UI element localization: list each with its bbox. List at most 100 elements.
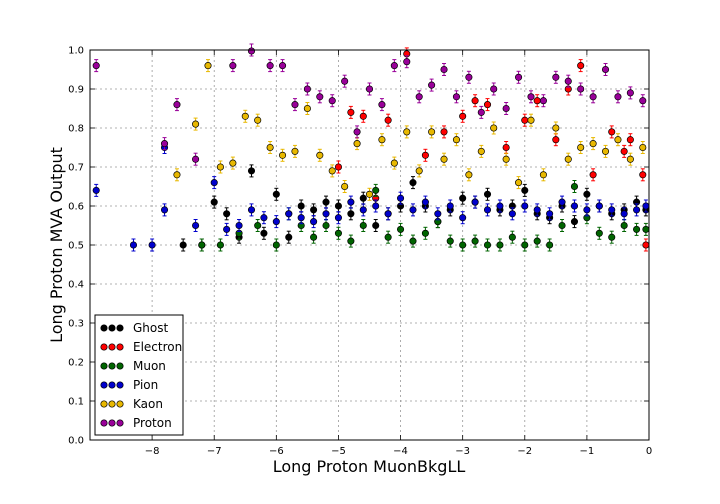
legend-marker [116,381,124,389]
data-point [92,62,100,70]
data-point [608,128,616,136]
legend-marker [116,343,124,351]
data-point [322,221,330,230]
data-point [92,186,100,194]
data-point [328,167,336,175]
data-point [310,218,318,226]
data-point [421,151,429,159]
y-tick-label: 0.9 [68,85,84,96]
data-point [347,198,355,206]
data-point [564,155,572,163]
data-point [459,194,467,202]
data-points [92,43,650,252]
data-point [285,233,293,241]
data-point [254,221,262,230]
data-point [372,221,380,230]
data-point [266,143,274,152]
legend-marker [100,343,108,351]
legend-marker [100,400,108,408]
legend-marker [100,381,108,389]
data-point [334,202,342,210]
data-point [595,229,603,237]
data-point [496,241,504,249]
data-point [310,206,318,214]
data-point [291,101,299,109]
legend-label: Ghost [133,321,168,335]
data-point [502,155,510,163]
data-point [546,241,554,249]
data-point [297,214,305,222]
data-point [440,128,448,136]
data-point [322,210,330,218]
data-point [527,116,535,124]
data-point [639,171,647,179]
data-point [378,136,386,144]
data-point [508,210,516,218]
data-point [608,206,616,214]
data-point [570,182,579,191]
data-point [334,214,342,222]
data-point [452,136,461,144]
data-point [179,241,187,249]
data-point [254,116,262,124]
data-point [347,237,355,245]
data-point [642,225,650,233]
legend-marker [116,362,124,370]
data-point [210,179,218,187]
data-point [521,116,529,124]
data-point [347,210,355,218]
data-point [359,206,367,214]
data-point [620,210,628,218]
y-tick-label: 0.6 [68,202,84,213]
data-point [160,140,169,148]
data-point [633,206,641,214]
data-point [558,198,566,206]
data-point [552,124,560,132]
data-point [459,112,467,120]
data-point [539,97,547,105]
data-point [521,186,529,194]
data-point [589,140,597,148]
data-point [129,241,138,249]
data-point [546,210,554,218]
legend-label: Muon [133,359,166,373]
legend-label: Electron [133,340,182,354]
data-point [471,237,479,245]
legend-marker [100,419,108,427]
x-tick-label: −6 [269,446,284,457]
data-point [223,210,231,218]
data-point [465,171,473,179]
data-point [397,225,405,233]
data-point [483,101,492,109]
data-point [527,93,535,101]
data-point [210,198,218,206]
legend-marker [108,381,116,389]
data-point [440,155,448,163]
data-point [160,206,169,214]
legend: Ghost Electron Muon Pion Kaon Proton [94,314,184,436]
data-point [483,190,492,198]
legend-marker [116,400,124,408]
legend-marker [108,400,116,408]
data-point [272,190,280,198]
data-point [192,120,200,128]
y-tick-label: 0.2 [68,358,84,369]
data-point [359,194,367,202]
data-point [639,97,647,105]
data-point [247,167,256,175]
legend-label: Kaon [133,397,163,411]
legend-marker [116,419,124,427]
data-point [397,194,405,202]
data-point [642,241,650,249]
plot-frame [89,49,650,441]
x-tick-label: −7 [207,446,222,457]
data-point [353,140,361,148]
data-point [415,167,423,175]
data-point [421,198,429,206]
data-point [533,97,541,105]
x-tick-label: −1 [580,446,595,457]
legend-label: Pion [133,378,158,392]
data-point [303,85,311,93]
y-tick-label: 0.5 [68,241,84,252]
data-point [452,93,461,101]
